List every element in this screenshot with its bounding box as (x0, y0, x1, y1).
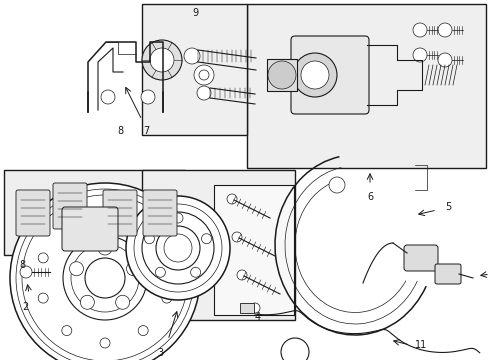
Text: 5: 5 (444, 202, 450, 212)
Bar (4, 170, 184, 255)
FancyBboxPatch shape (103, 190, 137, 236)
Bar (142, 4, 246, 135)
Circle shape (80, 295, 94, 309)
Circle shape (190, 267, 200, 277)
Circle shape (150, 48, 174, 72)
Circle shape (69, 262, 83, 276)
Circle shape (226, 194, 237, 204)
Circle shape (100, 208, 110, 218)
FancyBboxPatch shape (16, 190, 50, 236)
Circle shape (100, 338, 110, 348)
Circle shape (20, 266, 32, 278)
Text: 11: 11 (414, 340, 427, 350)
Circle shape (173, 213, 183, 223)
Circle shape (85, 258, 125, 298)
Circle shape (237, 270, 246, 280)
Circle shape (155, 267, 165, 277)
Text: 4: 4 (254, 312, 261, 322)
Circle shape (138, 220, 148, 230)
Circle shape (281, 338, 308, 360)
Circle shape (38, 293, 48, 303)
Circle shape (141, 90, 155, 104)
Text: 8: 8 (117, 126, 123, 136)
FancyBboxPatch shape (142, 190, 177, 236)
Circle shape (98, 241, 112, 255)
Circle shape (138, 325, 148, 336)
Circle shape (437, 53, 451, 67)
Circle shape (194, 65, 214, 85)
Bar (240, 303, 253, 313)
Text: 7: 7 (142, 126, 149, 136)
Circle shape (98, 224, 106, 232)
Circle shape (10, 183, 200, 360)
FancyBboxPatch shape (53, 183, 87, 229)
FancyBboxPatch shape (434, 264, 460, 284)
Circle shape (267, 61, 295, 89)
Circle shape (101, 90, 115, 104)
Circle shape (301, 61, 328, 89)
Circle shape (249, 303, 260, 313)
Circle shape (126, 262, 140, 276)
Circle shape (144, 234, 154, 244)
Bar (266, 59, 296, 91)
Bar (214, 185, 293, 315)
Text: 9: 9 (192, 8, 198, 18)
Text: 6: 6 (366, 192, 372, 202)
Circle shape (63, 236, 147, 320)
Circle shape (201, 234, 211, 244)
Circle shape (437, 23, 451, 37)
Circle shape (115, 295, 129, 309)
Circle shape (162, 253, 171, 263)
FancyBboxPatch shape (403, 245, 437, 271)
Circle shape (292, 53, 336, 97)
Circle shape (126, 196, 229, 300)
Bar (142, 170, 294, 320)
Circle shape (61, 325, 72, 336)
Circle shape (197, 86, 210, 100)
Circle shape (61, 220, 72, 230)
Circle shape (231, 232, 242, 242)
Circle shape (71, 244, 139, 312)
Text: 2: 2 (22, 302, 28, 312)
Circle shape (328, 177, 345, 193)
Circle shape (412, 23, 426, 37)
Circle shape (412, 48, 426, 62)
Circle shape (156, 226, 200, 270)
FancyBboxPatch shape (290, 36, 368, 114)
Text: 8: 8 (19, 260, 25, 270)
Circle shape (162, 293, 171, 303)
Circle shape (199, 70, 208, 80)
Circle shape (78, 224, 86, 232)
FancyBboxPatch shape (62, 207, 118, 251)
Circle shape (183, 48, 200, 64)
Circle shape (38, 253, 48, 263)
Bar (246, 4, 485, 168)
Text: 3: 3 (157, 348, 163, 358)
Circle shape (142, 40, 182, 80)
